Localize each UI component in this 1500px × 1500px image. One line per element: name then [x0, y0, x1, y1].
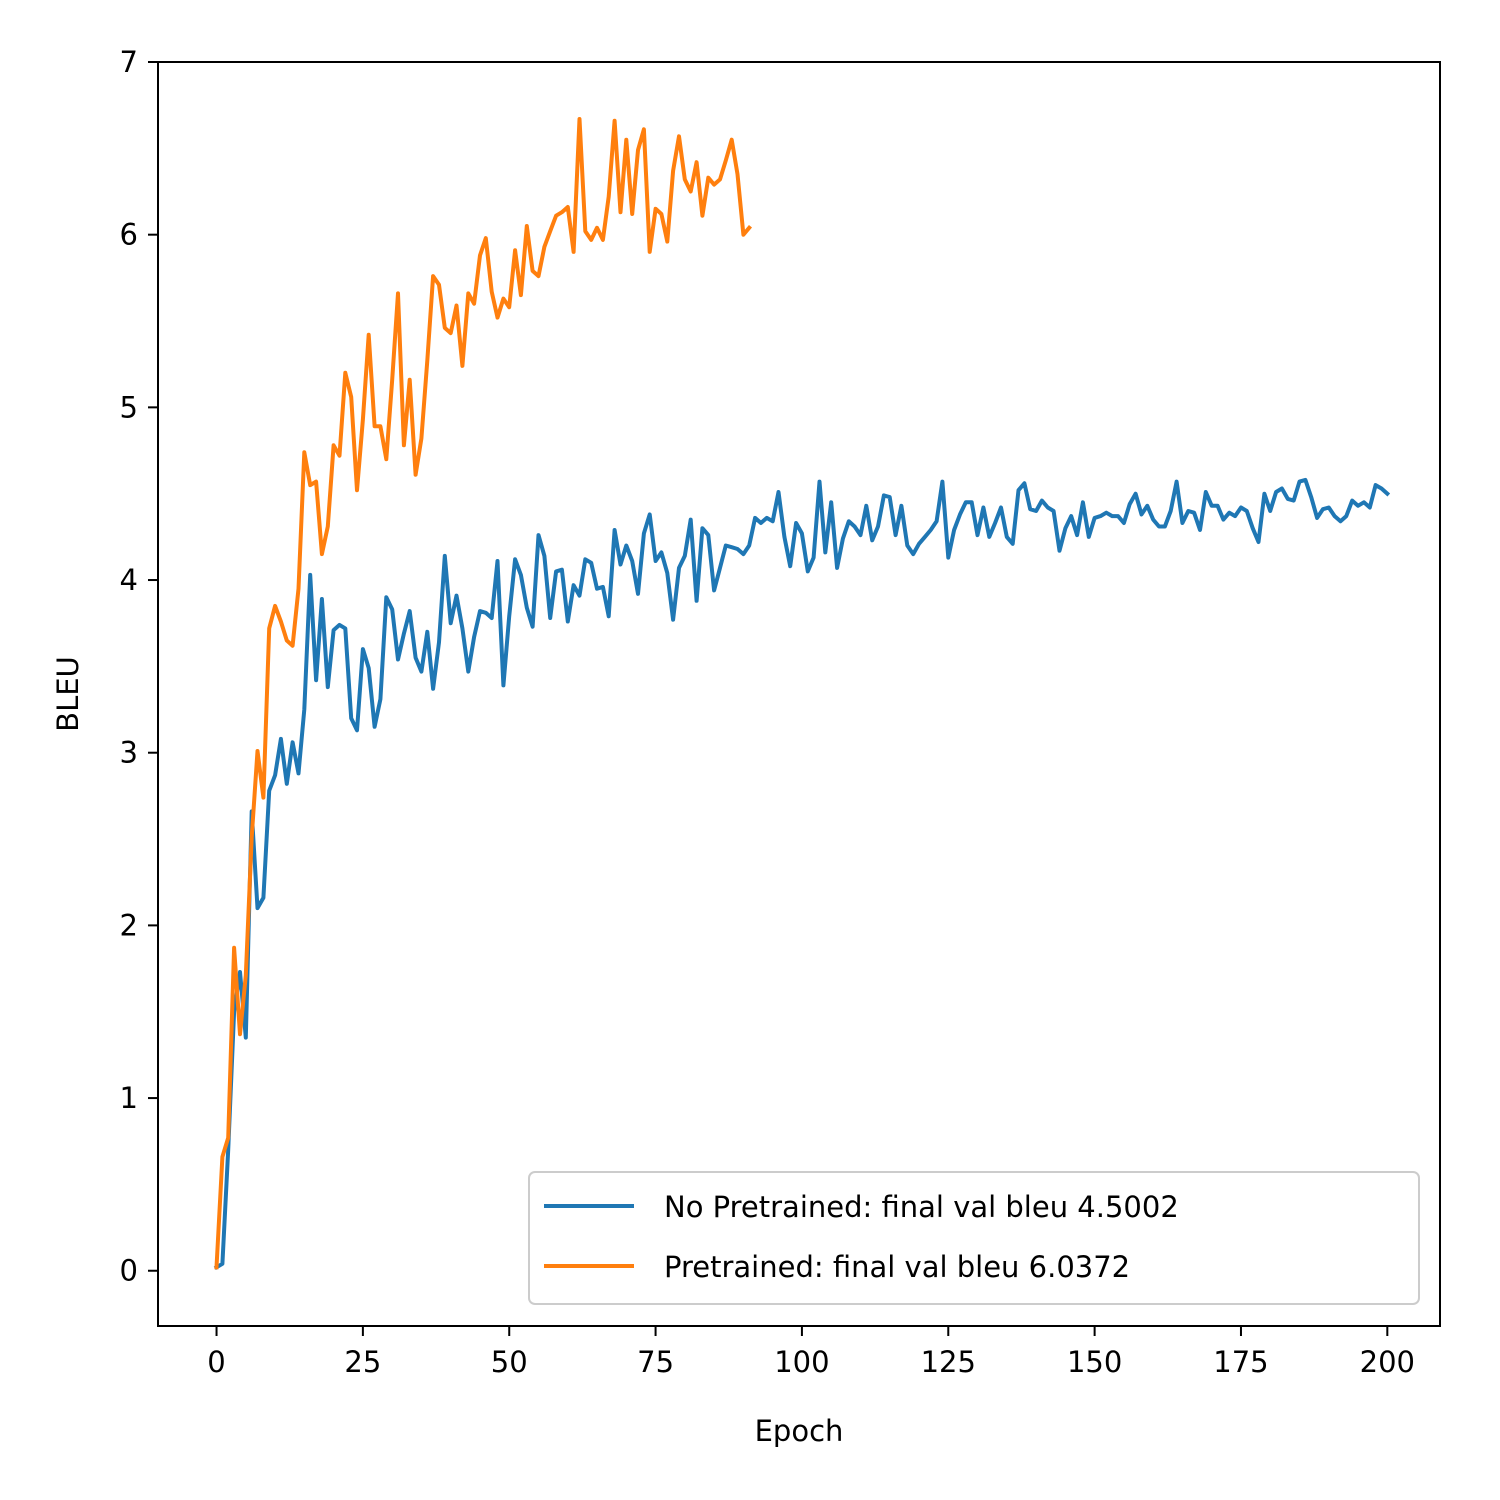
x-axis-ticks: 0 25 50 75 100 125 150 175 200: [207, 1326, 1415, 1379]
y-tick-label: 7: [120, 45, 138, 79]
x-tick-label: 0: [207, 1345, 225, 1379]
y-tick-label: 5: [120, 390, 138, 424]
x-tick-label: 100: [774, 1345, 829, 1379]
series-line-0: [213, 477, 1391, 1271]
legend: No Pretrained: final val bleu 4.5002 Pre…: [528, 1171, 1420, 1305]
x-tick-label: 200: [1360, 1345, 1415, 1379]
y-tick-label: 0: [120, 1254, 138, 1288]
series-layer: [213, 117, 1391, 1271]
x-tick-label: 125: [921, 1345, 976, 1379]
y-axis-label: BLEU: [51, 656, 85, 732]
y-tick-label: 2: [120, 908, 138, 942]
x-tick-label: 175: [1213, 1345, 1268, 1379]
series-line-1: [214, 117, 753, 1270]
y-tick-label: 4: [120, 563, 138, 597]
legend-entry-pretrained: Pretrained: final val bleu 6.0372: [664, 1250, 1130, 1284]
x-tick-label: 25: [344, 1345, 381, 1379]
legend-entry-no-pretrained: No Pretrained: final val bleu 4.5002: [664, 1190, 1179, 1224]
y-tick-label: 1: [120, 1081, 138, 1115]
y-tick-label: 6: [120, 218, 138, 252]
y-axis-ticks: 0 1 2 3 4 5 6 7: [120, 45, 158, 1288]
x-axis-label: Epoch: [755, 1414, 844, 1448]
y-tick-label: 3: [120, 736, 138, 770]
x-tick-label: 150: [1067, 1345, 1122, 1379]
legend-box: [528, 1171, 1420, 1305]
x-tick-label: 50: [491, 1345, 528, 1379]
x-tick-label: 75: [637, 1345, 674, 1379]
plot-frame: [157, 61, 1441, 1327]
